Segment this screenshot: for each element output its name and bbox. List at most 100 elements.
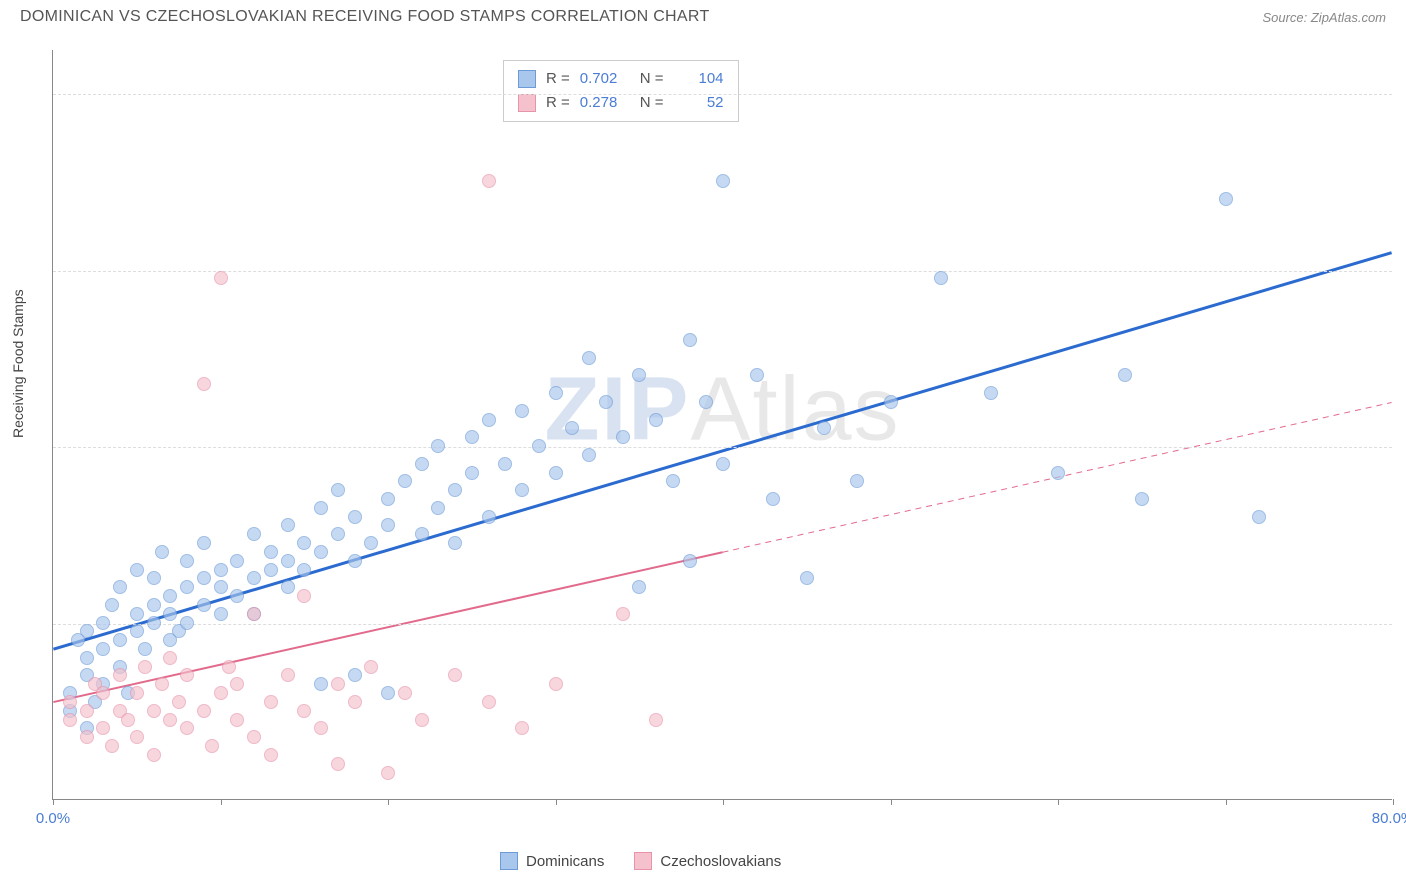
data-point <box>147 571 161 585</box>
series-legend: Dominicans Czechoslovakians <box>500 852 781 870</box>
x-tick <box>891 799 892 805</box>
data-point <box>515 404 529 418</box>
data-point <box>800 571 814 585</box>
data-point <box>297 704 311 718</box>
data-point <box>205 739 219 753</box>
data-point <box>63 713 77 727</box>
data-point <box>482 413 496 427</box>
data-point <box>884 395 898 409</box>
data-point <box>130 607 144 621</box>
data-point <box>247 527 261 541</box>
data-point <box>599 395 613 409</box>
data-point <box>113 633 127 647</box>
data-point <box>934 271 948 285</box>
data-point <box>247 607 261 621</box>
data-point <box>80 704 94 718</box>
data-point <box>264 748 278 762</box>
data-point <box>532 439 546 453</box>
data-point <box>398 686 412 700</box>
data-point <box>632 368 646 382</box>
gridline <box>53 624 1392 625</box>
data-point <box>683 333 697 347</box>
y-tick-label: 80.0% <box>1397 86 1406 103</box>
data-point <box>498 457 512 471</box>
data-point <box>96 642 110 656</box>
data-point <box>364 536 378 550</box>
data-point <box>582 351 596 365</box>
legend-item: Czechoslovakians <box>634 852 781 870</box>
data-point <box>716 174 730 188</box>
data-point <box>264 695 278 709</box>
data-point <box>230 554 244 568</box>
data-point <box>214 580 228 594</box>
data-point <box>348 510 362 524</box>
data-point <box>155 677 169 691</box>
data-point <box>138 642 152 656</box>
data-point <box>616 607 630 621</box>
data-point <box>297 536 311 550</box>
legend-label: Czechoslovakians <box>660 853 781 870</box>
x-tick <box>1226 799 1227 805</box>
data-point <box>247 730 261 744</box>
data-point <box>147 616 161 630</box>
data-point <box>130 730 144 744</box>
x-tick <box>1058 799 1059 805</box>
legend-swatch <box>518 70 536 88</box>
data-point <box>281 580 295 594</box>
data-point <box>1135 492 1149 506</box>
data-point <box>482 510 496 524</box>
data-point <box>482 695 496 709</box>
chart-title: DOMINICAN VS CZECHOSLOVAKIAN RECEIVING F… <box>20 8 710 26</box>
data-point <box>197 536 211 550</box>
data-point <box>649 713 663 727</box>
data-point <box>649 413 663 427</box>
data-point <box>549 466 563 480</box>
data-point <box>716 457 730 471</box>
y-tick-label: 60.0% <box>1397 262 1406 279</box>
data-point <box>817 421 831 435</box>
data-point <box>214 271 228 285</box>
data-point <box>314 501 328 515</box>
data-point <box>331 527 345 541</box>
data-point <box>632 580 646 594</box>
x-tick <box>388 799 389 805</box>
data-point <box>138 660 152 674</box>
data-point <box>180 668 194 682</box>
data-point <box>96 721 110 735</box>
stats-legend: R =0.702N =104R =0.278N =52 <box>503 60 739 122</box>
data-point <box>113 668 127 682</box>
data-point <box>214 686 228 700</box>
data-point <box>699 395 713 409</box>
data-point <box>214 563 228 577</box>
data-point <box>80 624 94 638</box>
data-point <box>750 368 764 382</box>
data-point <box>314 721 328 735</box>
data-point <box>448 483 462 497</box>
x-tick <box>723 799 724 805</box>
data-point <box>766 492 780 506</box>
data-point <box>163 589 177 603</box>
data-point <box>105 598 119 612</box>
data-point <box>172 695 186 709</box>
data-point <box>398 474 412 488</box>
data-point <box>147 748 161 762</box>
data-point <box>616 430 630 444</box>
data-point <box>147 704 161 718</box>
y-axis-label: Receiving Food Stamps <box>10 289 26 438</box>
data-point <box>431 501 445 515</box>
data-point <box>683 554 697 568</box>
data-point <box>281 668 295 682</box>
data-point <box>197 377 211 391</box>
data-point <box>180 580 194 594</box>
source-attribution: Source: ZipAtlas.com <box>1262 10 1386 25</box>
data-point <box>163 651 177 665</box>
x-tick-label: 80.0% <box>1372 810 1406 827</box>
legend-item: Dominicans <box>500 852 604 870</box>
data-point <box>264 545 278 559</box>
data-point <box>197 571 211 585</box>
data-point <box>850 474 864 488</box>
data-point <box>415 713 429 727</box>
scatter-chart: ZIPAtlas R =0.702N =104R =0.278N =52 20.… <box>52 50 1392 800</box>
stat-n-label: N = <box>640 67 664 91</box>
data-point <box>80 730 94 744</box>
